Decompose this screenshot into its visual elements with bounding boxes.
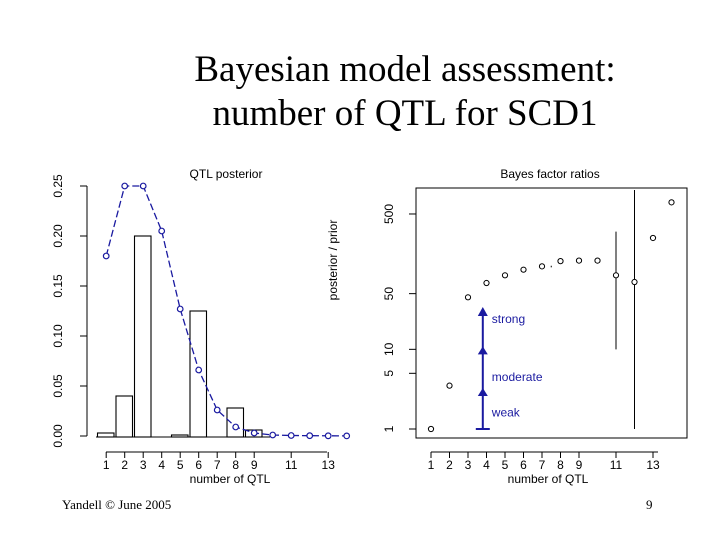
bayes-factor-point bbox=[612, 272, 620, 279]
evidence-label-moderate: moderate bbox=[492, 370, 543, 384]
y-tick-label: 0.20 bbox=[51, 224, 65, 248]
posterior-bar bbox=[96, 432, 115, 438]
left-axes: 0.00 0.05 0.10 0.15 0.20 0.25 1 2 3 4 5 6 7 8 9 11 13 bbox=[51, 174, 335, 472]
y-tick-label: 10 bbox=[382, 342, 396, 356]
footer-credit: Yandell © June 2005 bbox=[62, 497, 172, 512]
ratio-point bbox=[102, 252, 110, 260]
bayes-factor-chart: Bayes factor ratios number of QTL 1 5 10 50… bbox=[382, 167, 688, 486]
y-tick-label: 500 bbox=[382, 204, 396, 224]
page-number: 9 bbox=[646, 497, 653, 512]
x-tick-label: 6 bbox=[195, 458, 202, 472]
ratio-point bbox=[324, 432, 332, 440]
x-tick-label: 3 bbox=[465, 458, 472, 472]
x-axis-label: number of QTL bbox=[190, 472, 271, 486]
y-tick-label: 5 bbox=[382, 370, 396, 377]
posterior-bar bbox=[189, 310, 208, 438]
y-tick-label: 0.15 bbox=[51, 274, 65, 298]
plot-frame bbox=[415, 187, 688, 439]
evidence-label-strong: strong bbox=[492, 312, 525, 326]
bayes-factor-point bbox=[427, 425, 435, 433]
x-tick-label: 2 bbox=[121, 458, 128, 472]
bayes-factor-point bbox=[483, 279, 490, 287]
x-tick-label: 1 bbox=[103, 458, 110, 472]
evidence-threshold-marker bbox=[477, 387, 488, 396]
chart-title: QTL posterior bbox=[190, 167, 263, 181]
x-tick-label: 5 bbox=[177, 458, 184, 472]
qtl-posterior-chart: QTL posterior posterior / prior number o… bbox=[51, 167, 351, 486]
ratio-point bbox=[195, 366, 203, 374]
ratio-point bbox=[176, 305, 184, 313]
posterior-bar bbox=[133, 235, 152, 438]
y-tick-label: 1 bbox=[382, 425, 396, 432]
ratio-point bbox=[232, 423, 240, 431]
right-marks: strong moderate weak bbox=[427, 190, 675, 433]
chart-title: Bayes factor ratios bbox=[500, 167, 599, 181]
posterior-bar bbox=[170, 434, 189, 438]
x-tick-label: 11 bbox=[285, 458, 298, 472]
ratio-point bbox=[139, 182, 147, 190]
x-tick-label: 4 bbox=[483, 458, 490, 472]
title-line-2: number of QTL for SCD1 bbox=[212, 93, 598, 134]
ratio-point bbox=[158, 227, 166, 235]
x-axis-label: number of QTL bbox=[508, 472, 589, 486]
x-tick-label: 13 bbox=[322, 458, 336, 472]
ratio-line bbox=[105, 185, 347, 437]
y-tick-label: 0.10 bbox=[51, 324, 65, 348]
y-tick-label: 0.05 bbox=[51, 374, 65, 398]
y-axis-label: posterior / prior bbox=[326, 220, 340, 301]
ratio-point bbox=[121, 182, 129, 190]
ratio-point bbox=[250, 429, 258, 437]
bayes-factor-point bbox=[575, 257, 583, 264]
slide-title: Bayesian model assessment: number of QTL… bbox=[130, 48, 680, 136]
bayes-factor-point bbox=[501, 272, 509, 279]
ratio-point bbox=[213, 406, 221, 414]
bayes-factor-point bbox=[631, 278, 638, 286]
ratio-point bbox=[343, 432, 351, 440]
bayes-factor-point bbox=[668, 199, 675, 206]
x-tick-label: 3 bbox=[140, 458, 147, 472]
x-tick-label: 7 bbox=[539, 458, 546, 472]
ratio-point bbox=[287, 432, 295, 439]
bayes-factor-point bbox=[649, 234, 657, 242]
x-tick-label: 7 bbox=[214, 458, 221, 472]
y-tick-label: 50 bbox=[382, 287, 396, 301]
y-tick-label: 0.25 bbox=[51, 174, 65, 198]
evidence-threshold-marker bbox=[477, 346, 488, 355]
left-line-series bbox=[102, 182, 351, 440]
bayes-factor-point bbox=[520, 266, 527, 273]
bayes-factor-point bbox=[594, 257, 601, 264]
y-tick-label: 0.00 bbox=[51, 424, 65, 448]
x-tick-label: 4 bbox=[158, 458, 165, 472]
bayes-factor-point bbox=[446, 382, 453, 389]
ratio-point bbox=[306, 432, 314, 440]
bayes-factor-point bbox=[538, 263, 546, 270]
x-tick-label: 2 bbox=[446, 458, 453, 472]
evidence-label-weak: weak bbox=[491, 406, 521, 420]
posterior-bar bbox=[226, 407, 245, 438]
x-tick-label: 8 bbox=[232, 458, 239, 472]
x-tick-label: 1 bbox=[428, 458, 435, 472]
ratio-point bbox=[269, 431, 277, 439]
evidence-arrow-head bbox=[477, 307, 488, 317]
x-tick-label: 6 bbox=[520, 458, 527, 472]
posterior-bar bbox=[115, 395, 134, 438]
left-bars bbox=[96, 235, 263, 438]
x-tick-label: 8 bbox=[557, 458, 564, 472]
x-tick-label: 5 bbox=[502, 458, 509, 472]
x-tick-label: 11 bbox=[610, 458, 623, 472]
bayes-factor-point bbox=[557, 258, 564, 265]
bayes-factor-point bbox=[464, 294, 472, 301]
x-tick-label: 9 bbox=[251, 458, 258, 472]
title-line-1: Bayesian model assessment: bbox=[194, 49, 616, 90]
x-tick-label: 13 bbox=[646, 458, 660, 472]
x-tick-label: 9 bbox=[576, 458, 583, 472]
